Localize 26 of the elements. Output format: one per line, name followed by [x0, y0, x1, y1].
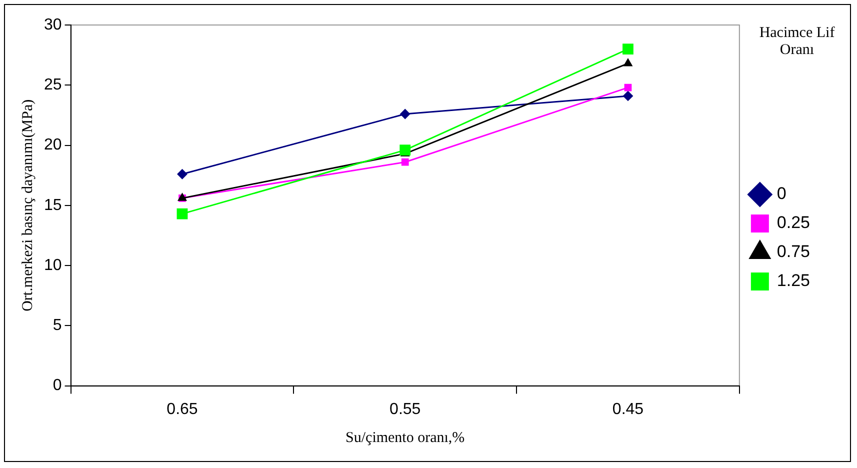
x-tick-label: 0.45	[612, 400, 644, 418]
point	[401, 158, 409, 166]
y-tick-label: 10	[44, 256, 62, 274]
legend-label: 0.25	[776, 213, 810, 232]
x-tick-label: 0.65	[166, 400, 198, 418]
y-tick-label: 25	[44, 76, 62, 94]
x-axis-title: Su/çimento oranı,%	[346, 430, 465, 446]
y-axis-title: Ort.merkezi basınç dayanımı(MPa)	[20, 99, 36, 312]
point	[624, 58, 632, 66]
point	[624, 84, 632, 92]
point	[400, 144, 411, 156]
legend-label: 0	[776, 184, 786, 204]
point	[177, 169, 188, 180]
y-tick-label: 30	[44, 16, 62, 34]
legend-label: 1.25	[776, 271, 810, 290]
point	[176, 208, 188, 220]
point	[622, 90, 633, 101]
y-tick-label: 20	[44, 136, 62, 154]
x-tick-label: 0.55	[390, 400, 421, 418]
legend-title: Hacimce Lif Oranı	[758, 25, 836, 59]
legend-label: 0.75	[776, 242, 810, 262]
point	[622, 44, 634, 55]
y-tick-label: 15	[44, 196, 62, 214]
y-tick-label: 5	[52, 317, 62, 334]
y-tick-label: 0	[52, 377, 62, 394]
point	[400, 109, 410, 119]
